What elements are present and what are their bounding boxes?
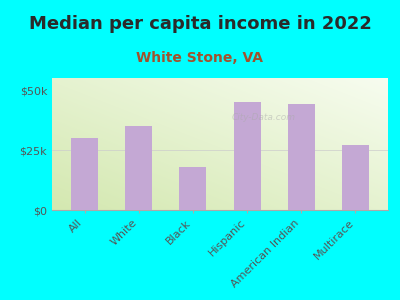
Text: City-Data.com: City-Data.com [232,113,296,122]
Bar [71,138,98,210]
Text: White Stone, VA: White Stone, VA [136,51,264,65]
Text: Median per capita income in 2022: Median per capita income in 2022 [28,15,372,33]
Bar [234,102,261,210]
Bar [288,104,315,210]
Bar [342,145,369,210]
Bar [125,126,152,210]
Bar [179,167,206,210]
